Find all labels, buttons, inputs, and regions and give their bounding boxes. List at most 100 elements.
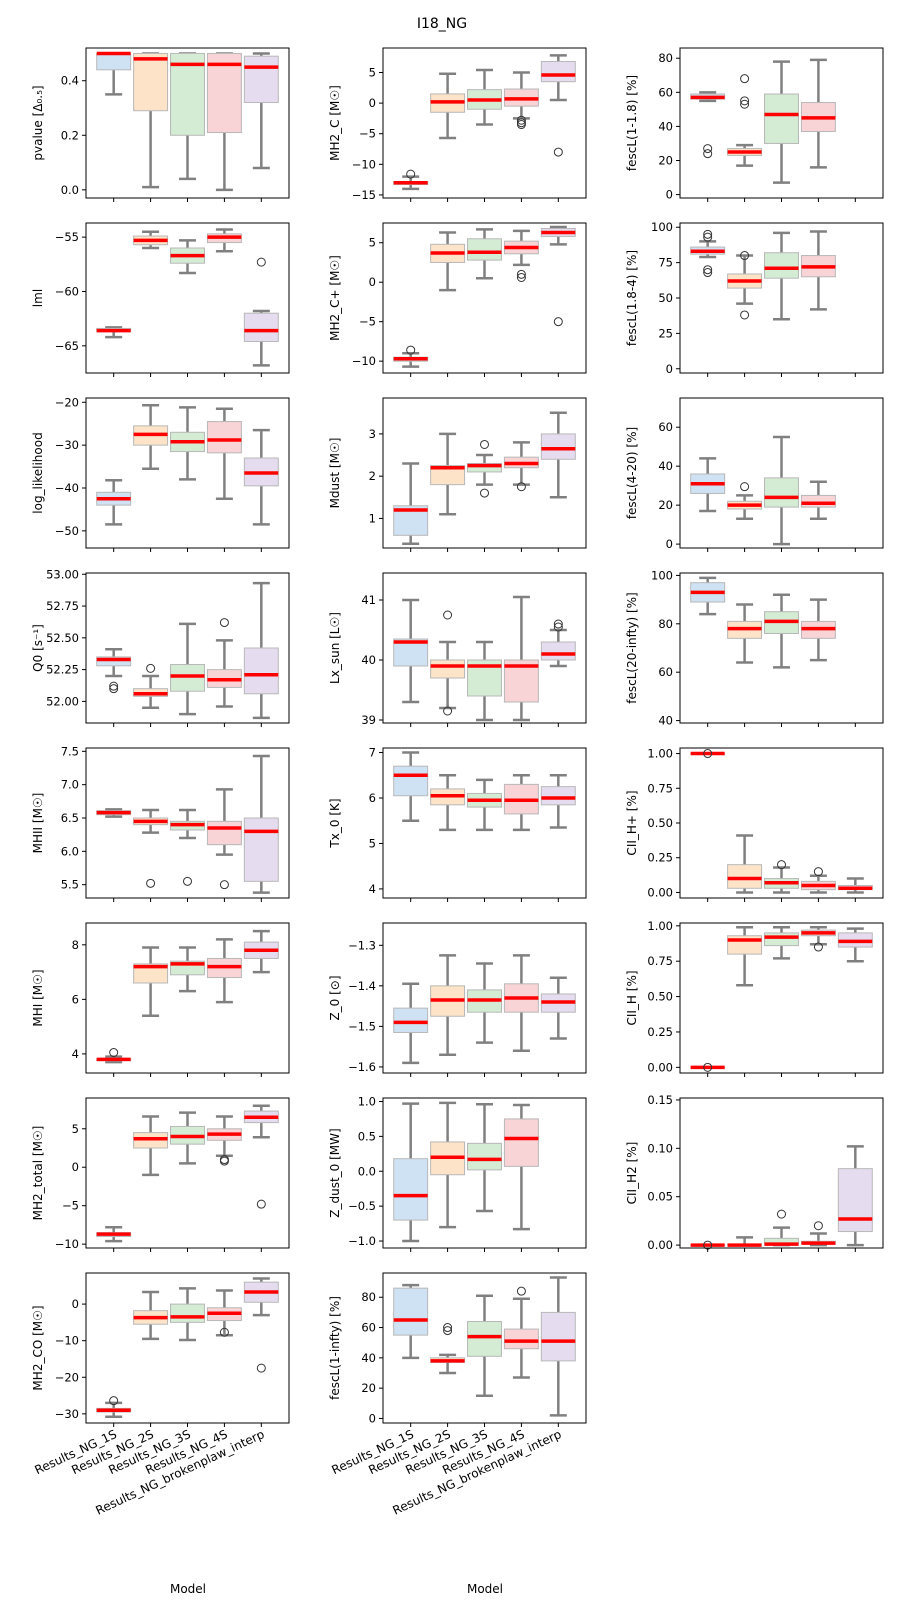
- box-3: [467, 1320, 502, 1357]
- outlier-point: [553, 619, 563, 629]
- box-5: [540, 60, 576, 83]
- subplot-3: 0 20 40 60 80 fescL(1-1.8) [%]: [625, 47, 884, 202]
- box-3: [764, 93, 799, 144]
- box-5: [540, 433, 576, 460]
- y-tick-label: −1.4: [348, 979, 376, 993]
- y-tick-label: 0: [666, 362, 673, 376]
- outlier-point: [443, 1323, 453, 1333]
- y-tick-label: 1.00: [647, 919, 673, 933]
- y-tick-label: −30: [55, 438, 79, 452]
- outlier-point: [443, 706, 453, 716]
- outlier-point: [109, 684, 119, 694]
- box-1: [393, 1158, 429, 1221]
- y-tick-label: 7.0: [61, 778, 79, 792]
- x-axis-label-col2: Model: [467, 1582, 503, 1596]
- outlier-point: [553, 317, 563, 327]
- y-tick-label: 5: [369, 836, 376, 850]
- outlier-point: [219, 1327, 229, 1337]
- box-4: [206, 52, 242, 134]
- outlier-point: [553, 622, 563, 632]
- y-tick-label: −50: [55, 524, 79, 538]
- outlier-point: [516, 269, 526, 279]
- y-tick-label: −15: [352, 188, 376, 202]
- y-tick-label: 39: [361, 713, 376, 727]
- outlier-point: [813, 867, 823, 877]
- outlier-point: [740, 99, 750, 109]
- y-tick-label: −5: [359, 127, 376, 141]
- x-axis-label-col1: Model: [170, 1582, 206, 1596]
- y-tick-label: 1: [369, 511, 376, 525]
- y-axis-label: pvalue [Δ₀.₅]: [31, 85, 45, 160]
- subplot-21: 0.00 0.05 0.10 0.15 CII_H2 [%]: [625, 1093, 884, 1252]
- box-1: [393, 765, 429, 797]
- y-tick-label: 8: [72, 938, 79, 952]
- outlier-point: [516, 482, 526, 492]
- y-tick-label: 60: [658, 420, 673, 434]
- box-3: [467, 462, 502, 473]
- y-axis-label: Tx_0 [K]: [328, 798, 342, 848]
- y-tick-label: 6.5: [61, 811, 79, 825]
- y-tick-label: 20: [361, 1381, 376, 1395]
- outlier-point: [516, 1286, 526, 1296]
- y-tick-label: −40: [55, 481, 79, 495]
- box-4: [206, 820, 242, 846]
- y-tick-label: 6.0: [61, 844, 79, 858]
- box-5: [243, 647, 279, 695]
- outlier-point: [146, 663, 156, 673]
- subplot-4: −65 −60 −55 lml: [31, 222, 290, 377]
- outlier-point: [703, 144, 713, 154]
- y-tick-label: −20: [55, 395, 79, 409]
- subplot-12: 40 60 80 100 fescL(20-infty) [%]: [625, 568, 884, 728]
- subplot-14: 4 5 6 7 Tx_0 [K]: [328, 746, 587, 902]
- y-tick-label: 100: [651, 568, 673, 582]
- outlier-point: [553, 147, 563, 157]
- outlier-point: [256, 1199, 266, 1209]
- y-tick-label: 52.75: [46, 599, 79, 613]
- y-tick-label: 0.10: [647, 1141, 673, 1155]
- y-tick-label: −1.5: [348, 1019, 376, 1033]
- box-1: [393, 1007, 429, 1033]
- y-axis-label: CII_H2 [%]: [625, 1142, 639, 1205]
- y-tick-label: −20: [55, 1370, 79, 1384]
- y-tick-label: −30: [55, 1407, 79, 1421]
- y-tick-label: −1.3: [348, 938, 376, 952]
- y-tick-label: 52.25: [46, 663, 79, 677]
- y-tick-label: 1.00: [647, 747, 673, 761]
- y-tick-label: −55: [55, 230, 79, 244]
- y-tick-label: 50: [658, 291, 673, 305]
- outlier-point: [406, 169, 416, 179]
- y-tick-label: 40: [361, 653, 376, 667]
- y-axis-label: lml: [31, 289, 45, 307]
- outlier-point: [443, 1326, 453, 1336]
- y-tick-label: 60: [658, 665, 673, 679]
- y-tick-label: 75: [658, 256, 673, 270]
- outlier-point: [219, 618, 229, 628]
- y-tick-label: 52.00: [46, 694, 79, 708]
- y-axis-label: Z_dust_0 [MW]: [328, 1128, 342, 1217]
- y-tick-label: 40: [658, 119, 673, 133]
- outlier-point: [109, 681, 119, 691]
- y-tick-label: 40: [658, 714, 673, 728]
- y-tick-label: 0.0: [61, 183, 79, 197]
- box-3: [170, 1303, 205, 1323]
- y-axis-label: MH2_C+ [M☉]: [328, 255, 342, 341]
- y-tick-label: 0.50: [647, 990, 673, 1004]
- y-axis-label: Mdust [M☉]: [328, 438, 342, 509]
- outlier-point: [516, 272, 526, 282]
- y-tick-label: 0.25: [647, 1025, 673, 1039]
- subplot-1: 0.0 0.2 0.4 pvalue [Δ₀.₅]: [31, 47, 290, 202]
- outlier-point: [740, 251, 750, 261]
- subplot-2: −15 −10 −5 0 5 MH2_C [M☉]: [328, 47, 587, 202]
- box-3: [467, 1142, 502, 1171]
- y-tick-label: 0.00: [647, 885, 673, 899]
- outlier-point: [109, 1048, 119, 1058]
- y-tick-label: 0: [666, 188, 673, 202]
- box-3: [467, 238, 502, 261]
- box-4: [206, 421, 242, 454]
- y-tick-label: 0.50: [647, 816, 673, 830]
- y-tick-label: −10: [352, 354, 376, 368]
- y-tick-label: 0: [369, 1411, 376, 1425]
- y-tick-label: 80: [658, 617, 673, 631]
